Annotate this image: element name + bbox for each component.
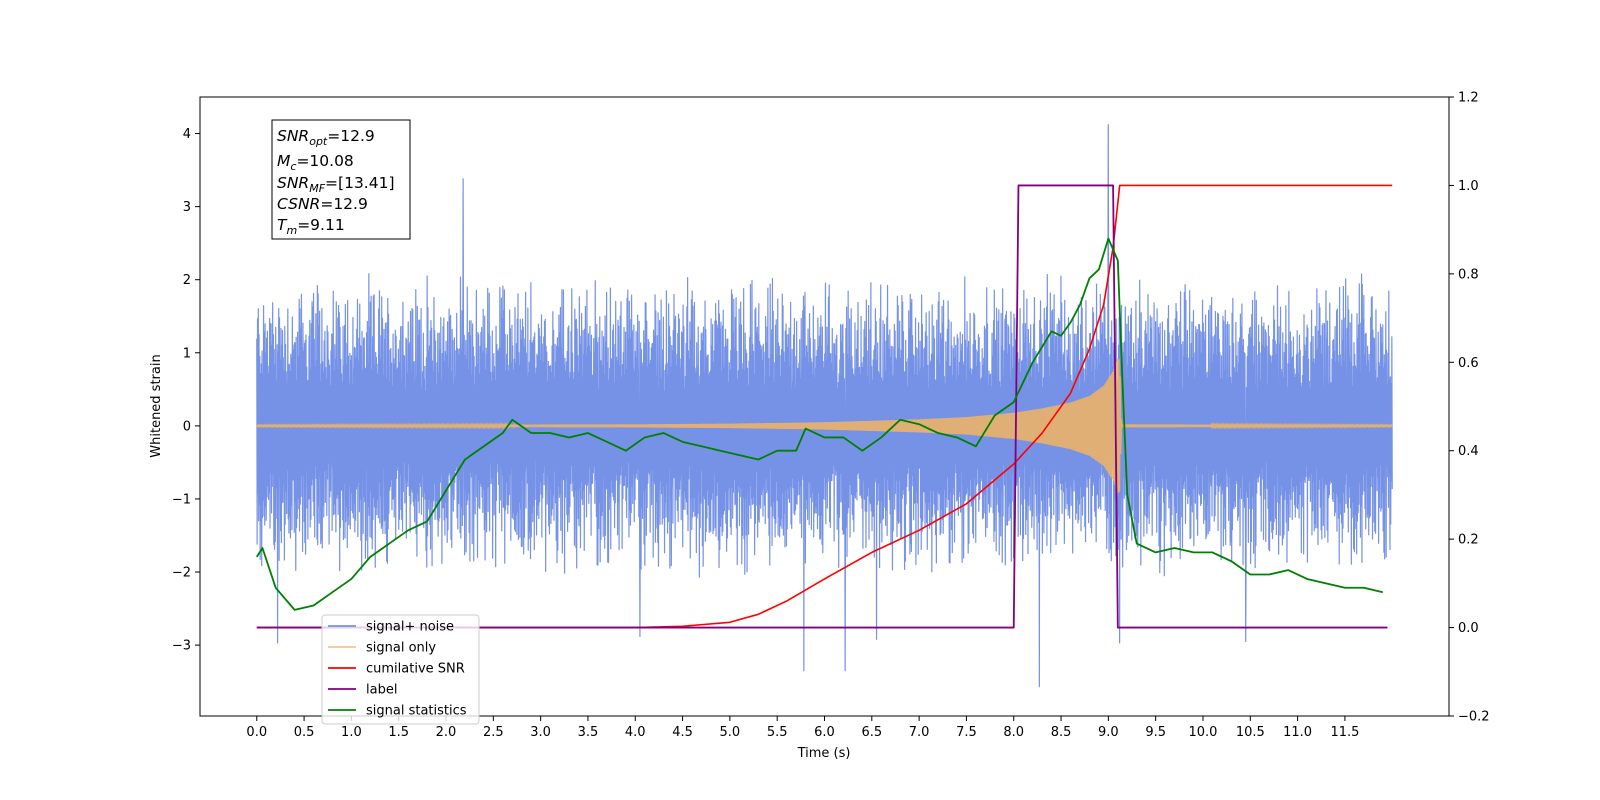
- x-tick-label: 0.5: [294, 725, 315, 740]
- legend: signal+ noise signal only cumilative SNR la…: [321, 614, 480, 725]
- x-tick-label: 8.0: [1003, 725, 1024, 740]
- y-axis-right-ticks: −0.2 0.0 0.2 0.4 0.6 0.8 1.0 1.2: [1449, 91, 1490, 725]
- series-label: [256, 184, 1388, 629]
- y-left-tick-label: 4: [183, 127, 191, 142]
- y-right-tick-label: 0.6: [1458, 356, 1479, 371]
- x-tick-label: 7.5: [956, 725, 977, 740]
- x-tick-label: 7.0: [909, 725, 930, 740]
- y-axis-left-ticks: −3 −2 −1 0 1 2 3 4: [172, 127, 200, 654]
- x-tick-label: 9.5: [1145, 725, 1166, 740]
- y-right-tick-label: 0.8: [1458, 267, 1479, 282]
- y-axis-label: Whitened strain: [149, 354, 164, 457]
- y-left-tick-label: −2: [172, 566, 191, 581]
- x-tick-label: 11.0: [1283, 725, 1312, 740]
- series-cumulative-snr: [256, 184, 1393, 629]
- legend-frame: [321, 614, 480, 725]
- legend-label: signal statistics: [366, 704, 467, 719]
- y-left-tick-label: 3: [183, 200, 191, 215]
- annotation-box: SNRopt=12.9 Mc=10.08SNRMF=[13.41]CSNR=12.…: [271, 119, 411, 240]
- y-right-tick-label: 0.0: [1458, 621, 1479, 636]
- y-left-tick-label: 1: [183, 346, 191, 361]
- x-tick-label: 6.0: [814, 725, 835, 740]
- series-signal-statistics: [256, 237, 1383, 611]
- y-right-tick-label: 0.2: [1458, 533, 1479, 548]
- y-left-tick-label: 2: [183, 273, 191, 288]
- series-signal-noise: [256, 124, 1393, 688]
- x-tick-label: 3.0: [530, 725, 551, 740]
- annotation-line: SNRopt=12.9: [277, 127, 375, 148]
- x-tick-label: 2.0: [436, 725, 457, 740]
- y-left-tick-label: −1: [172, 492, 191, 507]
- x-tick-label: 11.5: [1330, 725, 1359, 740]
- plot-series-layer: [256, 124, 1393, 688]
- x-tick-label: 5.0: [720, 725, 741, 740]
- x-tick-label: 9.0: [1098, 725, 1119, 740]
- x-tick-label: 5.5: [767, 725, 788, 740]
- legend-label: signal+ noise: [366, 620, 454, 635]
- annotation-line: SNRMF=[13.41]: [277, 174, 395, 195]
- annotation-frame: [271, 119, 411, 240]
- series-signal-only: [256, 358, 1393, 494]
- legend-label: label: [366, 683, 397, 698]
- x-tick-label: 8.5: [1051, 725, 1072, 740]
- y-right-tick-label: 0.4: [1458, 444, 1479, 459]
- x-axis-ticks: 0.0 0.5 1.0 1.5 2.0 2.5 3.0 3.5 4.0 4.5 5.0 5.5 6.0 6…: [246, 716, 1359, 740]
- annotation-line: Mc=10.08: [277, 152, 354, 173]
- x-tick-label: 10.5: [1236, 725, 1265, 740]
- x-tick-label: 6.5: [861, 725, 882, 740]
- x-tick-label: 1.0: [341, 725, 362, 740]
- x-tick-label: 4.5: [672, 725, 693, 740]
- x-axis-label: Time (s): [797, 746, 851, 761]
- x-tick-label: 2.5: [483, 725, 504, 740]
- y-right-tick-label: −0.2: [1458, 710, 1490, 725]
- y-left-tick-label: 0: [183, 419, 191, 434]
- x-tick-label: 10.0: [1189, 725, 1218, 740]
- annotation-line: Tm=9.11: [277, 216, 345, 237]
- y-right-tick-label: 1.0: [1458, 179, 1479, 194]
- x-tick-label: 3.5: [578, 725, 599, 740]
- x-tick-label: 0.0: [246, 725, 267, 740]
- y-left-tick-label: −3: [172, 639, 191, 654]
- x-tick-label: 1.5: [388, 725, 409, 740]
- legend-label: signal only: [366, 641, 436, 656]
- legend-label: cumilative SNR: [366, 662, 465, 677]
- annotation-line: CSNR=12.9: [277, 195, 368, 213]
- y-right-tick-label: 1.2: [1458, 91, 1479, 106]
- x-tick-label: 4.0: [625, 725, 646, 740]
